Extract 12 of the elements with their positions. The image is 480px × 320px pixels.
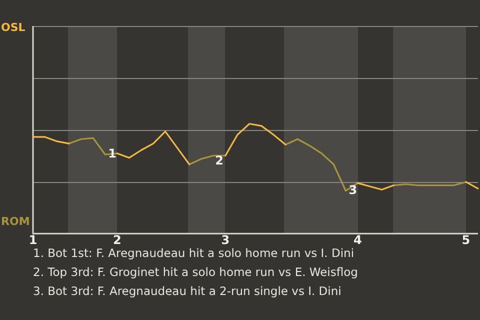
text: OSL [1, 21, 26, 34]
text: 2. Top 3rd: F. Groginet hit a solo home run vs E. Weisflog [33, 264, 358, 281]
text: ROM [1, 215, 30, 228]
x-tick-label: 2 [113, 232, 122, 247]
x-tick-label: 4 [354, 232, 362, 247]
x-tick-label: 3 [221, 232, 230, 247]
text: 1. Bot 1st: F. Aregnaudeau hit a solo home run vs I. Dini [33, 245, 356, 262]
text: 3. Bot 3rd: F. Aregnaudeau hit a 2-run single vs I. Dini [33, 283, 342, 300]
x-tick-label: 5 [462, 232, 470, 247]
annotation: 3 [348, 182, 358, 197]
annotation: 2 [215, 154, 224, 168]
x-tick-label: 1 [28, 232, 38, 247]
